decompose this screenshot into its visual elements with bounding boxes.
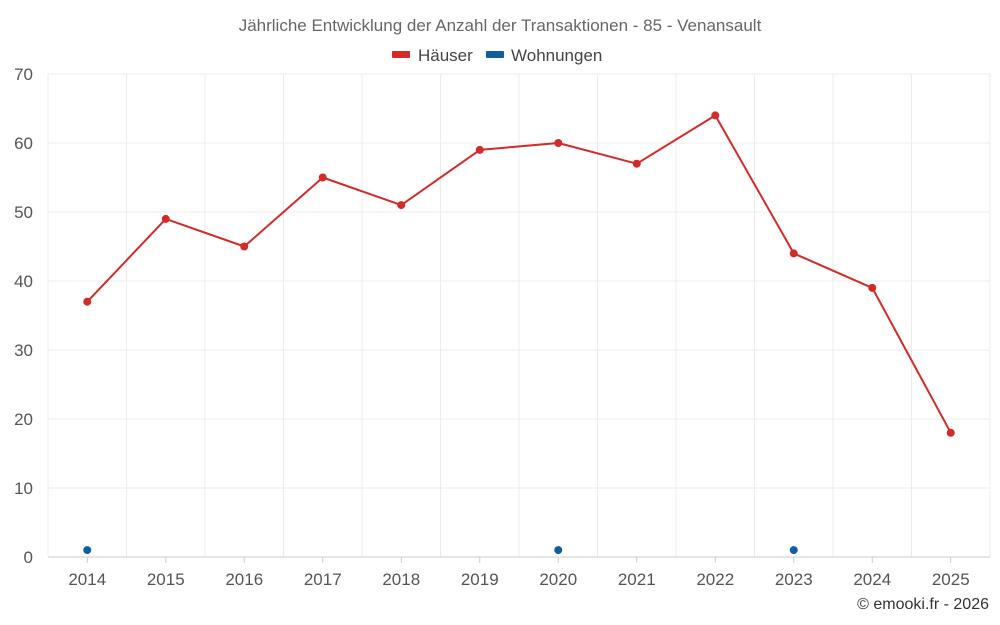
y-axis: 0 10 20 30 40 50 60 70 (14, 65, 33, 567)
data-point-haeuser (83, 297, 92, 306)
x-tick-label: 2014 (68, 570, 106, 589)
x-tick-label: 2015 (147, 570, 185, 589)
data-point-haeuser (554, 139, 563, 147)
x-tick-label: 2020 (539, 570, 577, 589)
legend: Häuser Wohnungen (392, 46, 602, 65)
chart-title: Jährliche Entwicklung der Anzahl der Tra… (239, 16, 762, 35)
y-tick-label: 40 (14, 272, 33, 291)
x-tick-label: 2025 (932, 570, 970, 589)
data-point-haeuser (475, 145, 484, 154)
credit-text: © emooki.fr - 2026 (857, 596, 989, 613)
legend-label-wohnungen: Wohnungen (511, 46, 602, 65)
x-tick-label: 2018 (382, 570, 420, 589)
y-tick-label: 30 (14, 341, 33, 360)
data-point-haeuser (632, 159, 641, 168)
x-grid (47, 74, 991, 557)
x-axis: 2014 2015 2016 2017 2018 2019 2020 2021 2022 2023… (68, 557, 970, 589)
series-layer (83, 111, 955, 555)
legend-swatch-wohnungen (486, 51, 504, 58)
y-tick-label: 10 (14, 479, 33, 498)
data-point-haeuser (318, 173, 327, 182)
legend-item-wohnungen[interactable]: Wohnungen (486, 46, 602, 65)
data-point-haeuser (868, 283, 877, 292)
series-line-haeuser (86, 114, 952, 434)
y-tick-label: 50 (14, 203, 33, 222)
x-tick-label: 2016 (225, 570, 263, 589)
legend-item-haeuser[interactable]: Häuser (392, 46, 473, 65)
x-tick-label: 2021 (618, 570, 656, 589)
data-point-haeuser (789, 249, 798, 258)
x-tick-label: 2023 (775, 570, 813, 589)
y-tick-label: 20 (14, 410, 33, 429)
data-point-wohnungen (83, 546, 92, 555)
x-tick-label: 2017 (304, 570, 342, 589)
x-tick-label: 2022 (696, 570, 734, 589)
x-tick-label: 2024 (853, 570, 891, 589)
x-tick-label: 2019 (461, 570, 499, 589)
data-point-haeuser (161, 214, 170, 223)
y-tick-label: 70 (14, 65, 33, 84)
data-point-haeuser (240, 242, 249, 251)
y-tick-label: 60 (14, 134, 33, 153)
data-point-wohnungen (554, 546, 563, 555)
legend-label-haeuser: Häuser (418, 46, 473, 65)
legend-swatch-haeuser (392, 51, 410, 58)
y-tick-label: 0 (24, 548, 33, 567)
data-point-wohnungen (789, 546, 798, 555)
data-point-haeuser (397, 201, 406, 210)
data-point-haeuser (711, 111, 720, 120)
data-point-haeuser (946, 428, 955, 437)
